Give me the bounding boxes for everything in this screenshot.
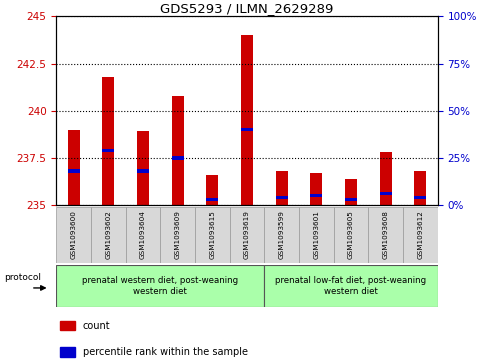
Text: prenatal low-fat diet, post-weaning
western diet: prenatal low-fat diet, post-weaning west… — [275, 276, 426, 295]
Bar — [367, 207, 402, 263]
Text: GSM1093612: GSM1093612 — [416, 211, 423, 260]
Bar — [413, 171, 426, 205]
Bar — [264, 265, 437, 307]
Bar — [67, 130, 80, 205]
Bar — [171, 156, 183, 160]
Bar — [102, 77, 114, 205]
Text: GSM1093604: GSM1093604 — [140, 211, 145, 260]
Text: GSM1093599: GSM1093599 — [278, 211, 284, 260]
Bar — [264, 207, 298, 263]
Bar — [60, 321, 75, 330]
Bar — [125, 207, 160, 263]
Text: GSM1093601: GSM1093601 — [313, 211, 319, 260]
Bar — [402, 207, 437, 263]
Bar — [206, 198, 218, 201]
Text: GSM1093615: GSM1093615 — [209, 211, 215, 260]
Text: GSM1093609: GSM1093609 — [174, 211, 180, 260]
Title: GDS5293 / ILMN_2629289: GDS5293 / ILMN_2629289 — [160, 2, 333, 15]
Bar — [298, 207, 333, 263]
Text: GSM1093602: GSM1093602 — [105, 211, 111, 260]
Bar — [309, 194, 322, 197]
Bar — [241, 35, 252, 205]
Bar — [56, 207, 91, 263]
Bar — [275, 171, 287, 205]
Bar — [171, 95, 183, 205]
Bar — [333, 207, 367, 263]
Bar — [56, 265, 264, 307]
Bar — [344, 198, 356, 201]
Text: GSM1093608: GSM1093608 — [382, 211, 388, 260]
Bar — [195, 207, 229, 263]
Text: GSM1093600: GSM1093600 — [70, 211, 77, 260]
Text: percentile rank within the sample: percentile rank within the sample — [83, 347, 247, 357]
Text: GSM1093619: GSM1093619 — [244, 211, 249, 260]
Bar — [309, 173, 322, 205]
Bar — [206, 175, 218, 205]
Text: prenatal western diet, post-weaning
western diet: prenatal western diet, post-weaning west… — [82, 276, 238, 295]
Bar — [275, 196, 287, 199]
Bar — [91, 207, 125, 263]
Text: GSM1093605: GSM1093605 — [347, 211, 353, 260]
Text: protocol: protocol — [4, 273, 41, 282]
Text: count: count — [83, 321, 110, 331]
Bar — [379, 152, 391, 205]
Bar — [413, 196, 426, 199]
Bar — [344, 179, 356, 205]
Bar — [229, 207, 264, 263]
Bar — [137, 131, 149, 205]
Bar — [160, 207, 195, 263]
Bar — [60, 347, 75, 357]
Bar — [379, 192, 391, 195]
Bar — [67, 170, 80, 173]
Bar — [102, 149, 114, 152]
Bar — [137, 170, 149, 173]
Bar — [241, 128, 252, 131]
